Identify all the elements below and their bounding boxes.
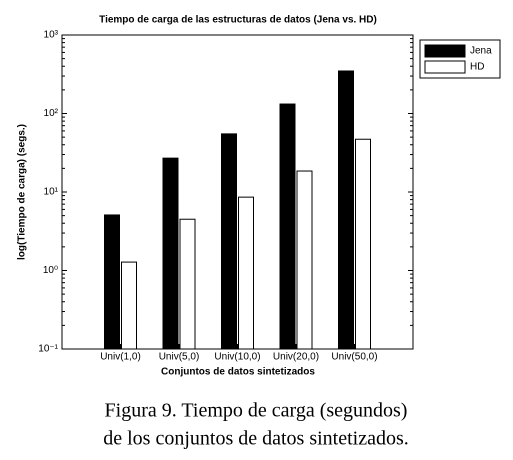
bar (162, 157, 179, 350)
chart-title: Tiempo de carga de las estructuras de da… (99, 15, 377, 26)
legend-label: HD (470, 62, 484, 73)
y-axis-label: log(Tiempo de carga) (segs.) (17, 124, 28, 260)
bar (338, 70, 354, 350)
caption-line: de los conjuntos de datos sintetizados. (103, 428, 409, 450)
bar (104, 214, 120, 350)
x-tick-label: Univ(1,0) (100, 352, 141, 363)
y-tick-label: 10⁻¹ (38, 344, 58, 355)
y-tick-label: 10⁰ (43, 265, 58, 276)
bar (121, 261, 137, 350)
x-tick-label: Univ(10,0) (214, 352, 260, 363)
x-tick-label: Univ(50,0) (331, 352, 377, 363)
y-tick-label: 10³ (44, 30, 59, 41)
legend-swatch (424, 60, 466, 74)
bar (296, 170, 313, 350)
x-tick-label: Univ(20,0) (273, 352, 319, 363)
x-axis-label: Conjuntos de datos sintetizados (161, 367, 315, 378)
x-tick-label: Univ(5,0) (159, 352, 200, 363)
bar (238, 196, 254, 350)
y-tick-label: 10² (44, 108, 59, 119)
caption-line: Figura 9. Tiempo de carga (segundos) (105, 400, 408, 422)
y-tick-label: 10¹ (44, 187, 59, 198)
bar (221, 133, 237, 350)
bar (279, 103, 296, 350)
legend-swatch (424, 44, 466, 58)
bar (179, 218, 196, 350)
legend-label: Jena (470, 46, 492, 57)
bar (355, 138, 371, 350)
